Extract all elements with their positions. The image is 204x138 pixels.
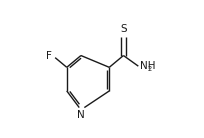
Text: NH: NH: [140, 61, 156, 71]
Text: 2: 2: [148, 66, 152, 71]
Text: N: N: [77, 110, 85, 120]
Text: F: F: [46, 51, 52, 61]
Text: S: S: [120, 24, 127, 34]
